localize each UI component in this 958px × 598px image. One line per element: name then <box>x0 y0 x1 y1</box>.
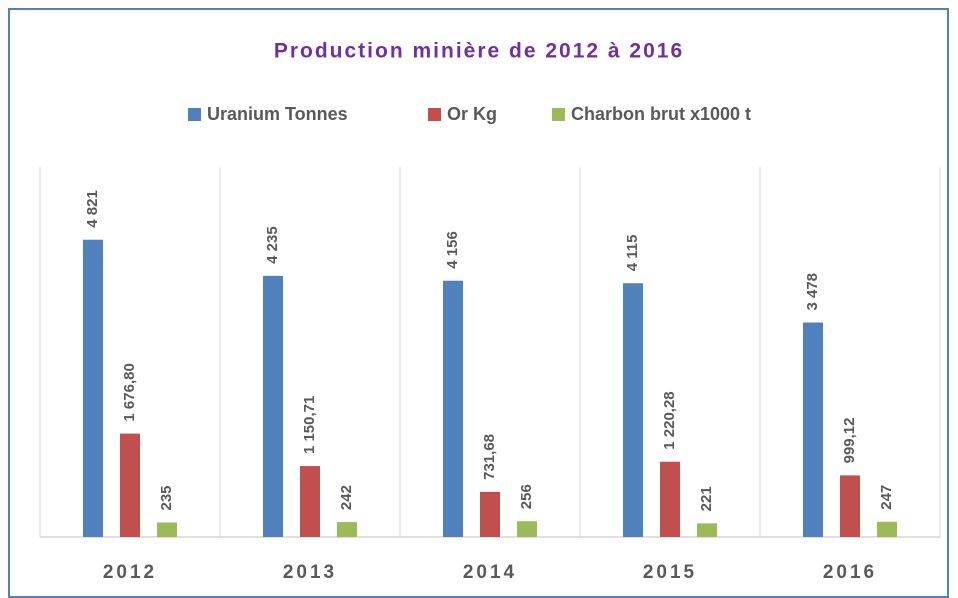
x-tick-label: 2012 <box>103 562 157 583</box>
bar <box>517 521 537 537</box>
chart-border <box>8 8 949 598</box>
x-tick-label: 2013 <box>283 562 337 583</box>
data-label: 4 821 <box>84 190 101 228</box>
bar <box>263 275 283 537</box>
bar <box>660 461 680 537</box>
bar <box>443 280 463 537</box>
bar <box>840 475 860 537</box>
bar <box>803 322 823 537</box>
data-label: 1 676,80 <box>121 363 138 421</box>
data-label: 256 <box>518 484 535 509</box>
x-tick-label: 2015 <box>643 562 697 583</box>
data-label: 4 235 <box>264 226 281 264</box>
legend-swatch <box>188 108 201 121</box>
x-tick-label: 2014 <box>463 562 517 583</box>
bar <box>480 491 500 537</box>
data-label: 4 156 <box>444 231 461 269</box>
data-label: 999,12 <box>841 417 858 463</box>
data-label: 242 <box>338 485 355 510</box>
legend-swatch <box>428 108 441 121</box>
data-label: 221 <box>698 486 715 511</box>
chart-title: Production minière de 2012 à 2016 <box>274 40 684 63</box>
data-label: 235 <box>158 485 175 510</box>
bar <box>877 521 897 537</box>
data-label: 4 115 <box>624 235 641 272</box>
legend-label: Uranium Tonnes <box>207 104 348 124</box>
data-label: 731,68 <box>481 434 498 480</box>
bar <box>337 522 357 537</box>
legend-label: Charbon brut x1000 t <box>571 104 751 124</box>
data-label: 3 478 <box>804 273 821 311</box>
legend-swatch <box>552 108 565 121</box>
data-label: 1 220,28 <box>661 391 678 449</box>
data-label: 247 <box>878 485 895 510</box>
bar <box>623 283 643 537</box>
bar <box>83 239 103 537</box>
bar <box>697 523 717 537</box>
bar <box>300 466 320 537</box>
data-label: 1 150,71 <box>301 396 318 454</box>
legend-label: Or Kg <box>447 104 497 124</box>
bar <box>157 522 177 537</box>
x-tick-label: 2016 <box>823 562 877 583</box>
bar <box>120 433 140 537</box>
